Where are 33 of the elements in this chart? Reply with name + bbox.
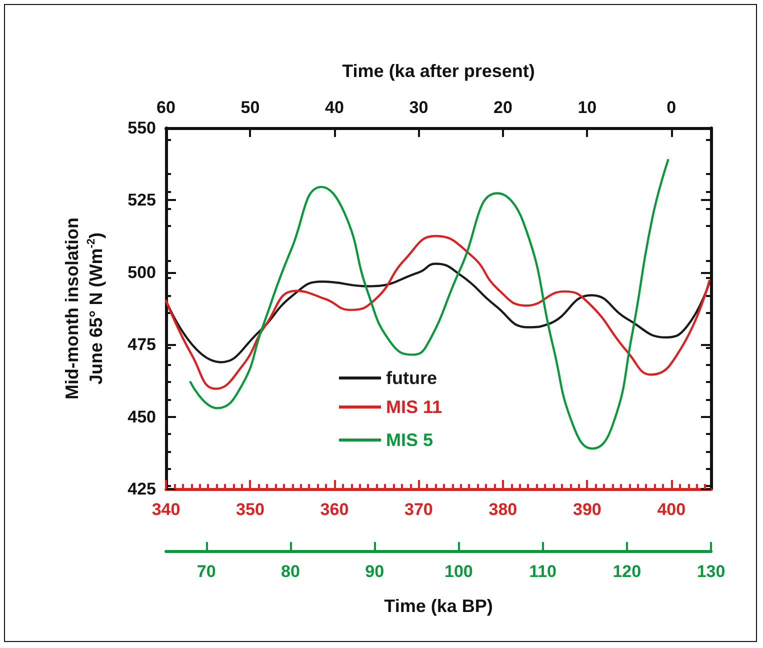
- x-tick-label: 90: [365, 562, 384, 581]
- x-tick-label: 390: [572, 500, 602, 519]
- x2-tick-label: 10: [578, 98, 597, 117]
- x2-tick-label: 60: [156, 98, 176, 117]
- y-tick-label: 500: [128, 262, 156, 282]
- x-axis-title: Time (ka BP): [384, 596, 493, 616]
- x2-tick-label: 0: [666, 98, 676, 117]
- x2-tick-label: 30: [409, 98, 428, 117]
- x2-tick-label: 20: [493, 98, 512, 117]
- x-tick-label: 110: [529, 562, 557, 581]
- x-tick-label: 70: [196, 562, 216, 581]
- y-tick-label: 450: [128, 407, 156, 426]
- x-tick-label: 400: [657, 500, 686, 519]
- y-tick-label: 475: [128, 335, 156, 354]
- x2-tick-label: 40: [325, 98, 344, 117]
- legend-label: MIS 5: [386, 430, 434, 450]
- x-tick-label: 120: [612, 562, 642, 581]
- x-tick-label: 340: [152, 500, 180, 519]
- x-tick-label: 360: [320, 500, 349, 519]
- y-tick-label: 425: [128, 480, 156, 498]
- x-tick-label: 100: [444, 562, 473, 581]
- line-series: [164, 234, 710, 390]
- x2-tick-label: 50: [240, 98, 260, 117]
- x-tick-label: 350: [236, 500, 264, 519]
- x-tick-label: 80: [281, 562, 300, 581]
- legend-label: MIS 11: [386, 397, 442, 417]
- legend-label: future: [386, 368, 437, 388]
- x2-axis-title: Time (ka after present): [342, 61, 535, 81]
- x-tick-label: 370: [404, 500, 433, 519]
- x-tick-label: 380: [488, 500, 518, 519]
- y-tick-label: 550: [128, 118, 156, 138]
- x-tick-label: 130: [696, 562, 726, 581]
- y-tick-label: 525: [128, 190, 156, 210]
